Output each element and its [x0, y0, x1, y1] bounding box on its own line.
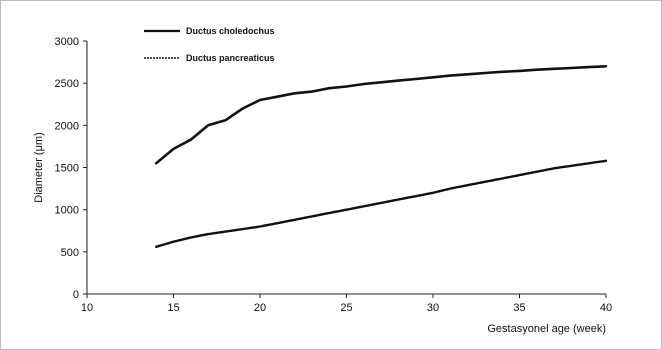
- legend-label-0: Ductus choledochus: [186, 26, 275, 36]
- x-tick-label: 20: [254, 302, 266, 314]
- y-tick-label: 1500: [55, 163, 79, 175]
- y-tick-label: 500: [61, 247, 79, 259]
- chart-legend: Ductus choledochus Ductus pancreaticus: [144, 26, 275, 63]
- x-tick-label: 35: [513, 302, 525, 314]
- x-tick-label: 25: [340, 302, 352, 314]
- legend-label-1: Ductus pancreaticus: [186, 53, 275, 63]
- chart-series: [154, 65, 608, 249]
- y-tick-label: 0: [73, 289, 79, 301]
- chart-ticks: 0 500 1000 1500 2000 2500 3000 10 15 20 25 30 35 40: [55, 36, 613, 314]
- chart-axes: [86, 41, 606, 295]
- x-tick-label: 10: [81, 302, 93, 314]
- series-line-1: [154, 159, 608, 249]
- x-tick-label: 30: [427, 302, 439, 314]
- y-tick-label: 2500: [55, 78, 79, 90]
- series-line-0: [154, 65, 608, 165]
- y-axis-label: Diameter (μm): [33, 132, 45, 203]
- y-tick-label: 2000: [55, 120, 79, 132]
- x-axis-label: Gestasyonel age (week): [487, 323, 606, 335]
- x-tick-label: 15: [167, 302, 179, 314]
- x-tick-label: 40: [600, 302, 612, 314]
- y-tick-label: 3000: [55, 36, 79, 48]
- y-tick-label: 1000: [55, 205, 79, 217]
